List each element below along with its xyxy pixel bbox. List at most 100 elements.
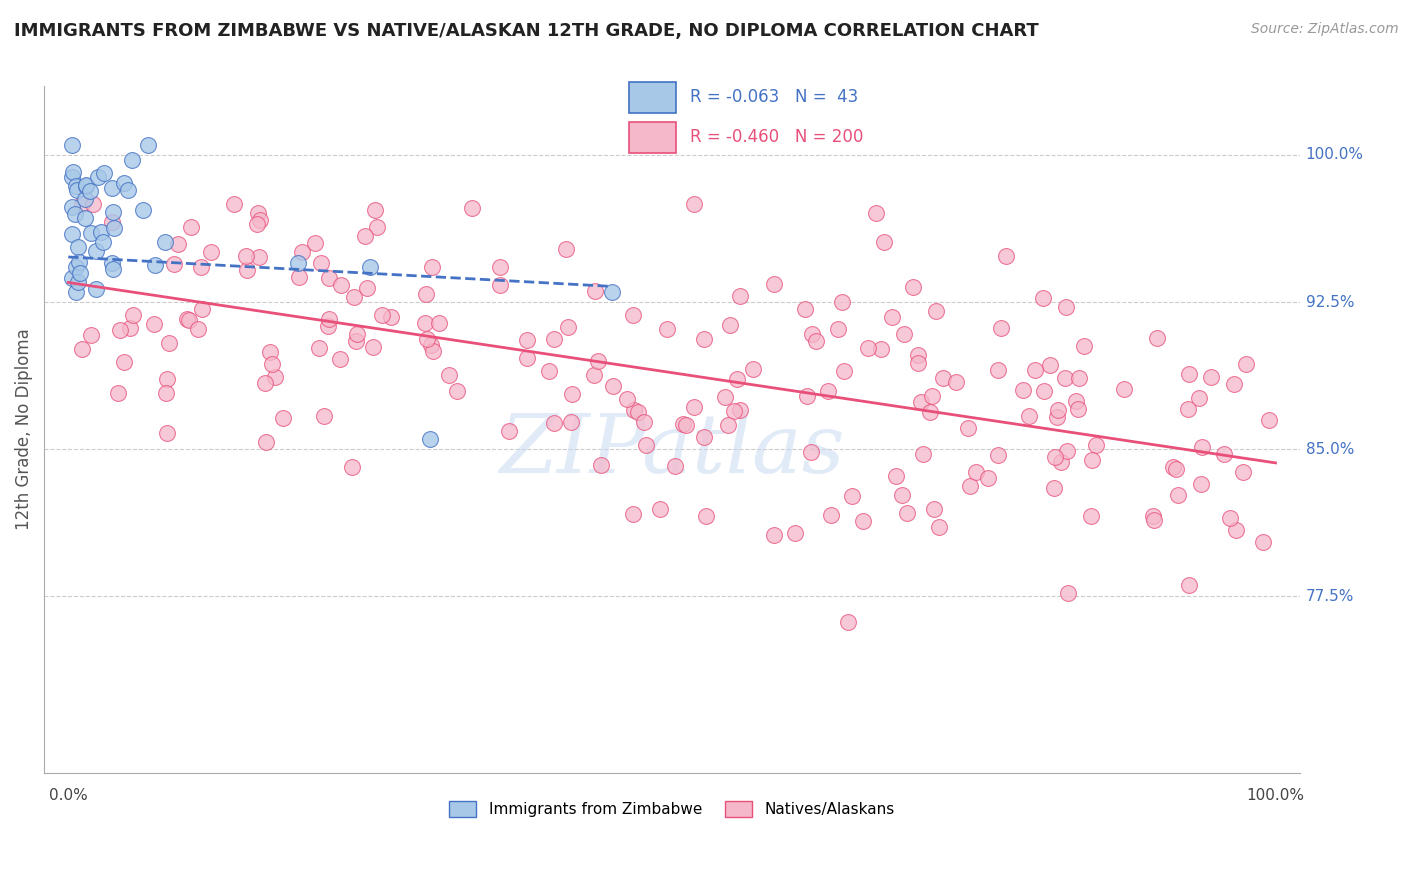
Point [419,433,441,447]
Point [925,303,948,318]
Point [695,508,717,523]
Point [633,415,655,429]
Point [318,271,340,285]
Point [516,333,538,347]
Point [1232,465,1254,479]
Point [120,320,142,334]
Point [817,384,839,399]
Point [107,386,129,401]
Point [254,434,277,449]
Point [911,447,934,461]
Point [1080,509,1102,524]
Point [657,322,679,336]
Point [356,281,378,295]
Point [80,226,103,240]
Point [260,357,283,371]
Point [117,183,139,197]
Point [259,344,281,359]
Point [1146,331,1168,345]
Point [60,227,83,241]
Point [84,282,107,296]
Point [354,228,377,243]
Point [1039,358,1062,372]
Text: ZIPatlas: ZIPatlas [499,410,845,490]
Point [136,138,159,153]
Point [1053,371,1076,385]
Point [312,409,335,423]
Point [561,386,583,401]
Point [236,262,259,277]
Text: 85.0%: 85.0% [1306,442,1354,457]
Point [672,417,695,431]
Point [63,207,86,221]
Point [675,417,697,432]
Point [361,340,384,354]
Point [516,351,538,365]
Point [156,372,179,386]
Point [80,328,103,343]
Point [1178,578,1201,592]
Point [560,416,582,430]
Point [1161,460,1184,475]
Point [249,212,271,227]
Point [907,348,929,362]
Point [271,410,294,425]
Point [555,242,578,256]
Point [742,362,765,376]
Point [800,445,823,459]
Point [1032,384,1054,398]
Point [959,479,981,493]
Point [176,312,198,326]
Point [820,508,842,523]
Point [725,372,748,386]
Point [987,363,1010,377]
Point [762,277,785,291]
Point [623,403,645,417]
Point [143,258,166,272]
Point [200,244,222,259]
Point [1067,401,1090,416]
Point [537,364,560,378]
Point [304,235,326,250]
Point [346,326,368,341]
Text: 77.5%: 77.5% [1306,589,1354,604]
Point [582,368,605,382]
Point [73,211,96,226]
Point [489,278,512,293]
Point [907,356,929,370]
Point [91,235,114,249]
Bar [628,122,676,153]
Point [1054,300,1077,314]
Point [187,321,209,335]
Point [945,375,967,389]
Point [1143,513,1166,527]
Point [112,176,135,190]
Point [247,206,270,220]
Point [247,251,270,265]
Point [718,318,741,333]
Point [422,260,444,274]
Point [1177,402,1199,417]
Point [995,249,1018,263]
Point [60,200,83,214]
Point [543,332,565,346]
Point [763,527,786,541]
Point [67,254,90,268]
Point [1064,393,1087,408]
Point [831,294,853,309]
Point [827,322,849,336]
Point [1178,367,1201,381]
Point [344,334,367,348]
Point [1191,440,1213,454]
Point [191,302,214,317]
Point [1166,461,1188,475]
Point [627,405,650,419]
Point [143,318,166,332]
Point [621,308,644,322]
Point [1219,511,1241,525]
Point [1024,363,1046,377]
Point [359,260,381,274]
Text: 0.0%: 0.0% [49,789,87,804]
Point [264,370,287,384]
Point [90,225,112,239]
